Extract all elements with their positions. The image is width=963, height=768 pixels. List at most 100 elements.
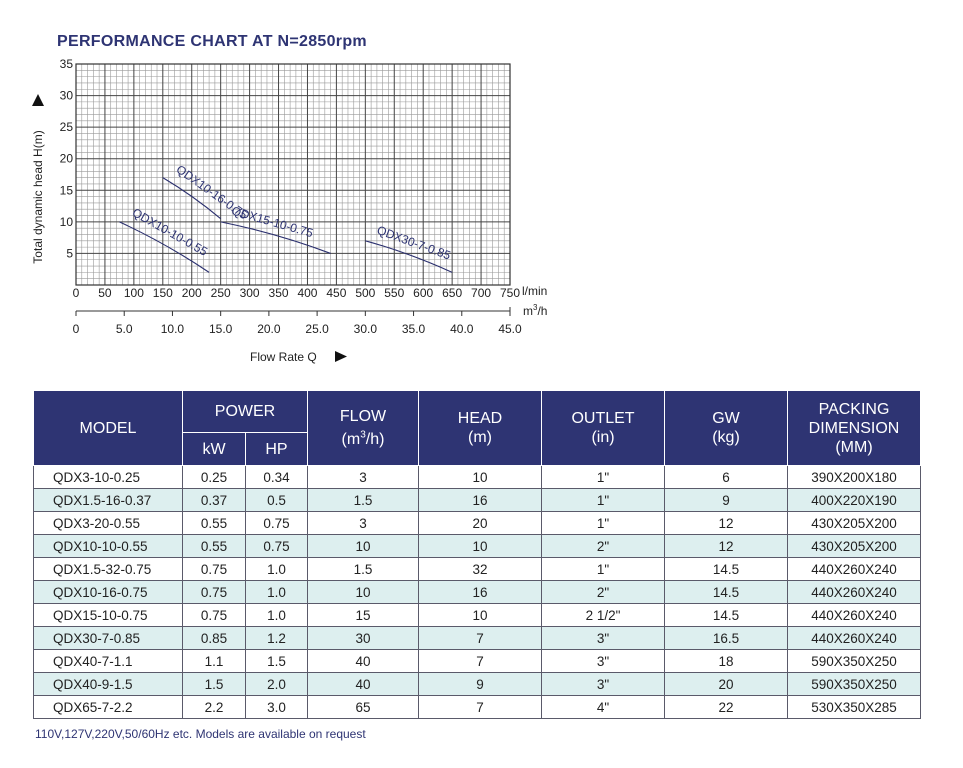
- table-cell-model: QDX3-10-0.25: [33, 465, 183, 489]
- x-tick-label: 150: [153, 286, 173, 300]
- table-cell: 14.5: [664, 580, 788, 604]
- table-cell: 440X260X240: [787, 557, 921, 581]
- x-tick-label: 250: [211, 286, 231, 300]
- table-cell: 14.5: [664, 557, 788, 581]
- table-cell: 2.0: [245, 672, 308, 696]
- table-cell: 10: [307, 580, 419, 604]
- x-tick-label: 400: [297, 286, 317, 300]
- table-cell: 3: [307, 511, 419, 535]
- table-cell: 0.75: [182, 557, 246, 581]
- table-cell: 40: [307, 672, 419, 696]
- x2-tick-label: 5.0: [116, 322, 133, 336]
- chart-grid-major: [75, 63, 511, 286]
- table-cell-model: QDX65-7-2.2: [33, 695, 183, 719]
- table-cell: 390X200X180: [787, 465, 921, 489]
- x-tick-label: 700: [471, 286, 491, 300]
- table-cell: 10: [307, 534, 419, 558]
- x2-tick-label: 0: [73, 322, 80, 336]
- table-cell: 1.5: [307, 488, 419, 512]
- table-cell: 20: [664, 672, 788, 696]
- x-tick-label: 200: [182, 286, 202, 300]
- table-cell: 0.75: [182, 580, 246, 604]
- header-hp: HP: [245, 432, 308, 466]
- x-axis-unit-m3h: m3/h: [523, 303, 547, 318]
- table-cell: 65: [307, 695, 419, 719]
- table-cell: 0.34: [245, 465, 308, 489]
- table-cell: 590X350X250: [787, 672, 921, 696]
- x-axis-label: Flow Rate Q: [250, 350, 317, 364]
- table-cell: 440X260X240: [787, 603, 921, 627]
- x-tick-label: 300: [240, 286, 260, 300]
- y-axis-arrow-icon: [32, 94, 44, 106]
- header-power: POWER: [182, 390, 308, 433]
- table-cell: 1": [541, 488, 665, 512]
- header-flow: FLOW (m3/h): [307, 390, 419, 466]
- table-cell: 4": [541, 695, 665, 719]
- table-cell: 7: [418, 695, 542, 719]
- table-cell: 2.2: [182, 695, 246, 719]
- x2-tick-label: 15.0: [209, 322, 233, 336]
- table-cell: 0.25: [182, 465, 246, 489]
- x-tick-label: 550: [384, 286, 404, 300]
- table-cell: 16.5: [664, 626, 788, 650]
- header-head-line2: (m): [468, 429, 492, 446]
- table-cell: 10: [418, 465, 542, 489]
- table-cell: 0.55: [182, 511, 246, 535]
- x-axis-lmin-ticks: 0 50 100 150 200 250 300 350 400 450 500 550 600 650 7…: [73, 286, 521, 300]
- x2-tick-label: 45.0: [498, 322, 522, 336]
- table-cell-model: QDX10-16-0.75: [33, 580, 183, 604]
- header-flow-line2: (m3/h): [341, 429, 385, 449]
- performance-chart: 5 10 15 20 25 30 35 0 50 100 150 200 250 300 350 400 45…: [31, 57, 547, 364]
- x-tick-label: 0: [73, 286, 80, 300]
- table-cell: 18: [664, 649, 788, 673]
- x-tick-label: 750: [500, 286, 520, 300]
- table-row: QDX65-7-2.2 2.2 3.0 65 7 4" 22 530X350X285: [33, 695, 921, 719]
- table-cell-model: QDX3-20-0.55: [33, 511, 183, 535]
- x2-tick-label: 10.0: [161, 322, 185, 336]
- header-head-line1: HEAD: [457, 410, 503, 427]
- y-tick-label: 15: [60, 183, 74, 197]
- table-cell-model: QDX1.5-16-0.37: [33, 488, 183, 512]
- table-row: QDX3-10-0.25 0.25 0.34 3 10 1" 6 390X200X180: [33, 465, 921, 489]
- y-tick-label: 30: [60, 89, 74, 103]
- y-axis-ticks: 5 10 15 20 25 30 35: [60, 57, 74, 260]
- header-gw: GW (kg): [664, 390, 788, 466]
- header-packing-line2: DIMENSION: [808, 419, 900, 437]
- table-cell: 40: [307, 649, 419, 673]
- table-cell: 3": [541, 672, 665, 696]
- table-cell: 10: [418, 534, 542, 558]
- table-cell: 3": [541, 626, 665, 650]
- series-curve: [220, 221, 331, 254]
- table-cell: 1": [541, 465, 665, 489]
- table-cell: 1": [541, 557, 665, 581]
- y-tick-label: 25: [60, 120, 74, 134]
- header-kw: kW: [182, 432, 246, 466]
- x-tick-label: 100: [124, 286, 144, 300]
- header-packing: PACKING DIMENSION (MM): [787, 390, 921, 466]
- header-gw-line1: GW: [712, 410, 740, 427]
- y-tick-label: 10: [60, 215, 74, 229]
- x2-tick-label: 35.0: [402, 322, 426, 336]
- table-cell: 2": [541, 534, 665, 558]
- table-cell: 3.0: [245, 695, 308, 719]
- table-cell: 1.5: [182, 672, 246, 696]
- table-cell: 430X205X200: [787, 511, 921, 535]
- table-cell: 20: [418, 511, 542, 535]
- table-cell-model: QDX30-7-0.85: [33, 626, 183, 650]
- table-cell: 2": [541, 580, 665, 604]
- x-axis-arrow-icon: [335, 351, 347, 362]
- y-tick-label: 20: [60, 152, 74, 166]
- table-cell: 9: [418, 672, 542, 696]
- table-cell: 1.0: [245, 603, 308, 627]
- table-cell: 0.75: [245, 534, 308, 558]
- table-cell: 0.85: [182, 626, 246, 650]
- plot-frame: [75, 63, 511, 286]
- series-curve: [119, 221, 210, 273]
- table-cell: 1.5: [245, 649, 308, 673]
- table-cell-model: QDX1.5-32-0.75: [33, 557, 183, 581]
- header-gw-line2: (kg): [712, 429, 740, 446]
- table-cell: 1.2: [245, 626, 308, 650]
- table-cell: 0.55: [182, 534, 246, 558]
- table-cell: 9: [664, 488, 788, 512]
- series-curve: [365, 240, 453, 273]
